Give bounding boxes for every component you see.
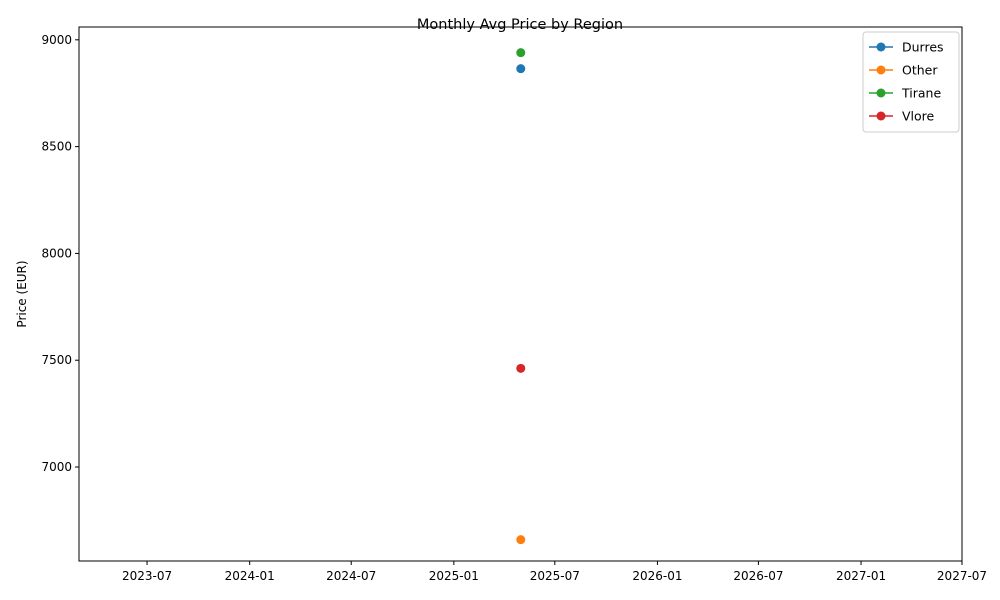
data-point — [516, 48, 526, 58]
legend-marker — [876, 42, 886, 52]
legend-label: Vlore — [902, 109, 935, 124]
series-durres — [516, 64, 526, 74]
x-tick-label: 2027-07 — [937, 569, 987, 583]
y-tick-label: 8000 — [41, 246, 72, 260]
legend-item: Durres — [869, 40, 944, 55]
x-tick-label: 2026-07 — [733, 569, 783, 583]
x-tick-label: 2024-07 — [326, 569, 376, 583]
series-other — [516, 535, 526, 545]
legend-box — [862, 31, 960, 133]
series-tirane — [516, 48, 526, 58]
x-tick-label: 2023-07 — [122, 569, 172, 583]
x-tick-label: 2025-07 — [530, 569, 580, 583]
legend-marker — [876, 111, 886, 121]
legend-marker — [876, 65, 886, 75]
y-tick-label: 7000 — [41, 460, 72, 474]
plot-area — [516, 48, 526, 545]
y-tick-label: 8500 — [41, 140, 72, 154]
x-tick-label: 2026-01 — [632, 569, 682, 583]
legend-label: Other — [902, 63, 938, 78]
data-point — [516, 64, 526, 74]
legend-item: Tirane — [869, 86, 941, 101]
legend-item: Other — [869, 63, 938, 78]
x-tick-label: 2025-01 — [429, 569, 479, 583]
chart-title: Monthly Avg Price by Region — [417, 17, 623, 33]
legend-label: Tirane — [901, 86, 941, 101]
plot-frame — [78, 26, 963, 562]
y-axis: 7000 7500 8000 8500 9000 — [41, 33, 79, 474]
y-tick-label: 7500 — [41, 353, 72, 367]
x-tick-label: 2024-01 — [225, 569, 275, 583]
series-vlore — [516, 363, 526, 373]
y-axis-title: Price (EUR) — [15, 260, 29, 327]
x-tick-label: 2027-01 — [836, 569, 886, 583]
legend-item: Vlore — [869, 109, 935, 124]
legend-marker — [876, 88, 886, 98]
legend-label: Durres — [902, 40, 944, 55]
x-axis: 2023-07 2024-01 2024-07 2025-01 2025-07 2026-… — [122, 561, 987, 583]
data-point — [516, 363, 526, 373]
y-tick-label: 9000 — [41, 33, 72, 47]
data-point — [516, 535, 526, 545]
legend: Durres Other Tirane Vlore — [862, 31, 960, 133]
